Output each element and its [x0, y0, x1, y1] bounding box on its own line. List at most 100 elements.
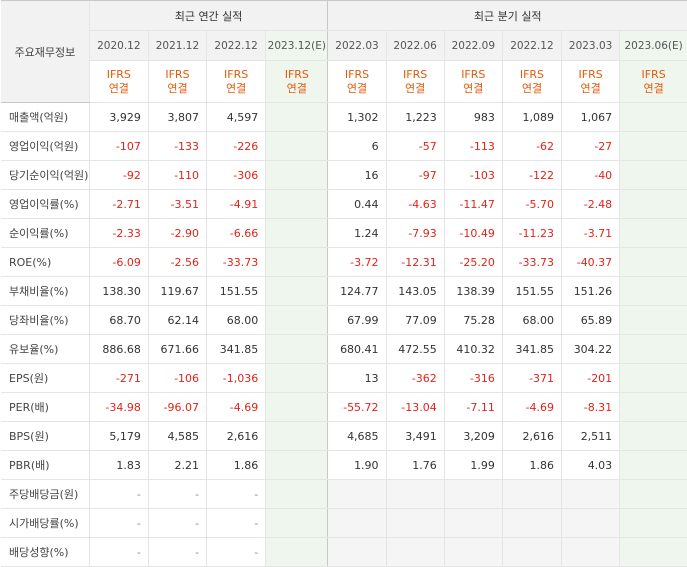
- row-label: 유보율(%): [1, 334, 90, 364]
- table-cell: -: [206, 479, 266, 509]
- table-cell: 2,511: [561, 421, 620, 451]
- table-cell: -106: [147, 363, 207, 393]
- table-cell: 2,616: [501, 421, 562, 451]
- table-cell: -3.71: [561, 218, 620, 248]
- table-cell: -25.20: [443, 247, 503, 277]
- ifrs-label: IFRS: [403, 67, 428, 81]
- ifrs-consolidated-label: IFRS 연결: [147, 60, 207, 103]
- table-cell: -6.66: [206, 218, 266, 248]
- table-cell: -: [147, 508, 207, 538]
- table-cell: 4,685: [327, 421, 387, 451]
- table-cell: [265, 160, 328, 190]
- table-cell: -27: [561, 131, 620, 161]
- ifrs-consolidated-label: IFRS 연결: [385, 60, 445, 103]
- table-cell: -3.72: [327, 247, 387, 277]
- table-row: PBR(배) 1.83 2.21 1.86 1.90 1.76 1.99 1.86 4.03: [1, 450, 687, 480]
- consolidated-label: 연결: [226, 81, 247, 95]
- table-cell: -2.90: [147, 218, 207, 248]
- table-cell: [619, 363, 687, 393]
- table-cell: [327, 479, 387, 509]
- table-cell: 472.55: [385, 334, 445, 364]
- ifrs-label: IFRS: [344, 67, 370, 81]
- table-cell: -2.56: [147, 247, 207, 277]
- row-label: 당좌비율(%): [1, 305, 90, 335]
- table-cell: [619, 276, 687, 306]
- table-cell: 68.70: [88, 305, 149, 335]
- table-cell: -40.37: [561, 247, 620, 277]
- table-cell: -103: [443, 160, 503, 190]
- row-label: 부채비율(%): [1, 276, 90, 306]
- table-cell: 983: [443, 102, 503, 132]
- ifrs-label: IFRS: [461, 67, 486, 81]
- table-cell: [619, 450, 687, 480]
- table-cell: 1.86: [501, 450, 562, 480]
- table-cell: 1.76: [385, 450, 445, 480]
- table-cell: -362: [385, 363, 445, 393]
- consolidated-label: 연결: [167, 81, 188, 95]
- table-row: 부채비율(%) 138.30 119.67 151.55 124.77 143.05 138…: [1, 276, 687, 306]
- table-cell: [561, 479, 620, 509]
- table-cell: 3,491: [385, 421, 445, 451]
- table-cell: -4.69: [501, 392, 562, 422]
- ifrs-label: IFRS: [165, 67, 190, 81]
- table-cell: [619, 189, 687, 219]
- table-cell: [501, 508, 562, 538]
- table-cell: [619, 131, 687, 161]
- table-cell: 138.30: [88, 276, 149, 306]
- table-cell: -113: [443, 131, 503, 161]
- table-cell: [443, 508, 503, 538]
- period-header: 2023.03: [561, 30, 620, 61]
- table-cell: [619, 247, 687, 277]
- table-cell: -13.04: [385, 392, 445, 422]
- table-cell: -: [206, 537, 266, 567]
- table-row: 매출액(억원) 3,929 3,807 4,597 1,302 1,223 983 1,089…: [1, 102, 687, 132]
- ifrs-consolidated-label: IFRS 연결: [327, 60, 387, 103]
- table-cell: -2.33: [88, 218, 149, 248]
- ifrs-consolidated-label: IFRS 연결: [206, 60, 266, 103]
- table-cell: [265, 131, 328, 161]
- table-cell: [385, 537, 445, 567]
- table-cell: 1.90: [327, 450, 387, 480]
- table-cell: 4,597: [206, 102, 266, 132]
- table-cell: [265, 421, 328, 451]
- table-cell: -10.49: [443, 218, 503, 248]
- table-cell: -97: [385, 160, 445, 190]
- table-cell: 2.21: [147, 450, 207, 480]
- ifrs-label: IFRS: [519, 67, 545, 81]
- table-cell: 3,209: [443, 421, 503, 451]
- table-row: 영업이익률(%) -2.71 -3.51 -4.91 0.44 -4.63 -11.47 -5…: [1, 189, 687, 219]
- table-cell: [265, 508, 328, 538]
- table-cell: -: [88, 479, 149, 509]
- table-cell: 1.86: [206, 450, 266, 480]
- row-label: EPS(원): [1, 363, 90, 393]
- table-cell: 6: [327, 131, 387, 161]
- consolidated-label: 연결: [286, 81, 307, 95]
- table-cell: 671.66: [147, 334, 207, 364]
- table-cell: -1,036: [206, 363, 266, 393]
- table-cell: 4.03: [561, 450, 620, 480]
- table-cell: 65.89: [561, 305, 620, 335]
- table-cell: 1,067: [561, 102, 620, 132]
- table-cell: -226: [206, 131, 266, 161]
- table-cell: 886.68: [88, 334, 149, 364]
- table-cell: 151.26: [561, 276, 620, 306]
- table-cell: -55.72: [327, 392, 387, 422]
- row-label: 영업이익(억원): [1, 131, 90, 161]
- table-cell: 3,807: [147, 102, 207, 132]
- table-cell: 1,302: [327, 102, 387, 132]
- table-cell: [561, 508, 620, 538]
- table-cell: [265, 479, 328, 509]
- table-cell: [619, 537, 687, 567]
- table-cell: -7.11: [443, 392, 503, 422]
- table-cell: [265, 218, 328, 248]
- table-cell: 77.09: [385, 305, 445, 335]
- row-label: PER(배): [1, 392, 90, 422]
- consolidated-label: 연결: [405, 81, 426, 95]
- table-cell: -11.47: [443, 189, 503, 219]
- table-row: 배당성향(%) - - -: [1, 537, 687, 567]
- table-row: ROE(%) -6.09 -2.56 -33.73 -3.72 -12.31 -25.20-…: [1, 247, 687, 277]
- table-cell: [501, 479, 562, 509]
- table-cell: -33.73: [501, 247, 562, 277]
- table-cell: [327, 537, 387, 567]
